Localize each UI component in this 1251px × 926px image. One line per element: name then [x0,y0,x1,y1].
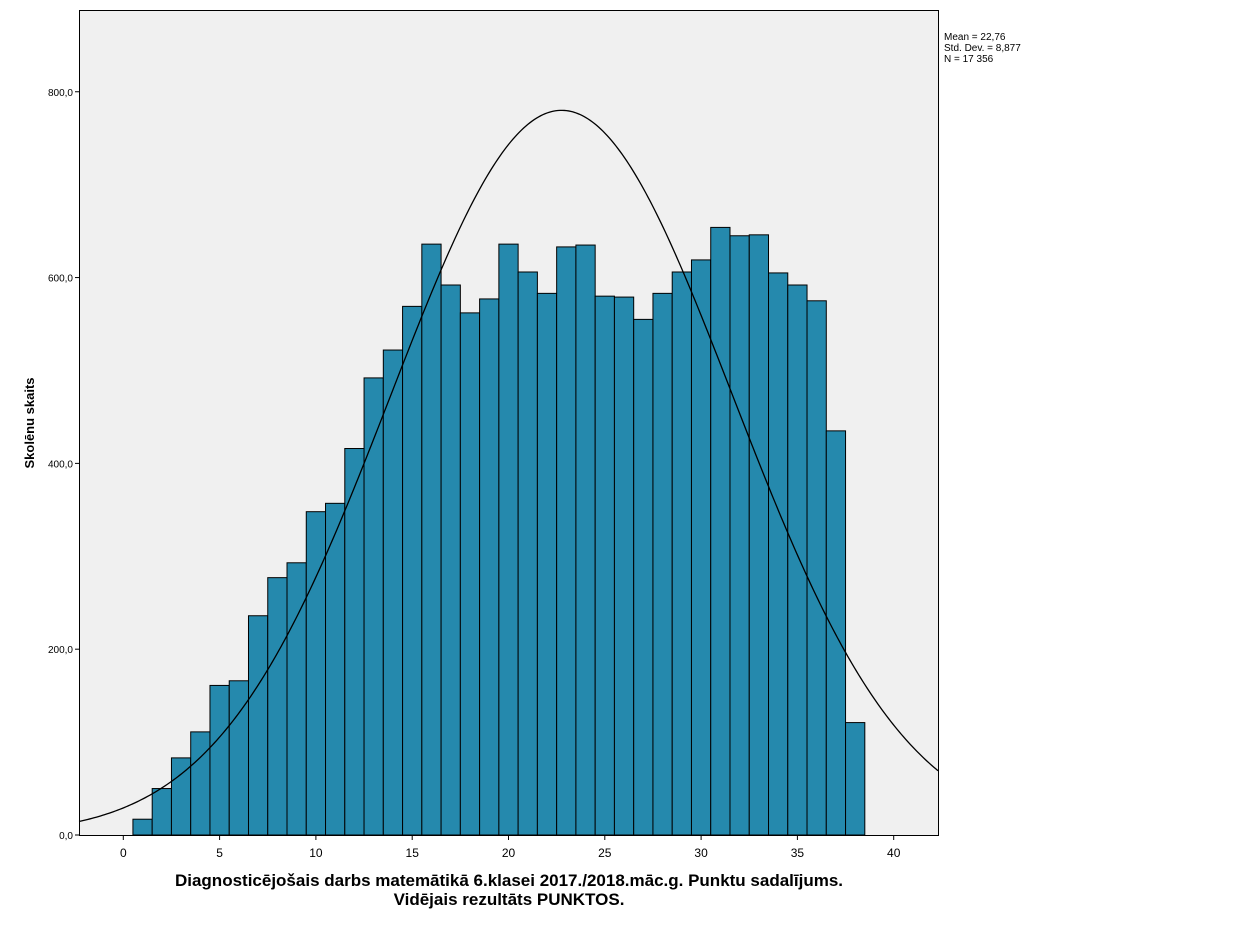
histogram-bar [652,292,673,836]
histogram-bar [305,511,327,836]
y-tick-label: 400,0 [48,459,73,470]
histogram-bar [748,234,770,836]
histogram-bar [402,305,423,836]
y-tick-label: 200,0 [48,645,73,656]
x-tick-label: 40 [887,846,901,860]
stat-mean: Mean = 22,76 [944,32,1006,43]
histogram-bar [382,349,404,836]
histogram-bar [247,615,269,836]
y-tick-label: 800,0 [48,88,73,99]
histogram-bar [459,312,481,836]
histogram-bar [729,235,750,836]
histogram-bar [710,226,731,836]
histogram-bar [613,296,635,836]
stat-n: N = 17 356 [944,54,994,65]
y-axis-label: Skolēnu skaits [22,377,37,468]
histogram-bar [806,300,827,836]
histogram-bar [845,722,866,836]
histogram-bar [556,246,577,836]
histogram-bar [344,448,365,836]
histogram-bar [132,818,153,836]
histogram-bar [517,271,538,836]
x-tick-label: 35 [791,846,805,860]
x-tick-label: 10 [309,846,323,860]
histogram-bar [363,377,384,836]
histogram-bar [479,298,500,836]
histogram-bar [768,272,789,836]
histogram-bar [536,292,558,836]
x-tick-label: 30 [694,846,708,860]
stat-std-dev: Std. Dev. = 8,877 [944,43,1021,54]
normal-curve [78,109,939,823]
histogram-bar [825,430,847,836]
histogram-bar [594,295,615,836]
x-tick-label: 20 [502,846,516,860]
stats-box: Mean = 22,76 Std. Dev. = 8,877 N = 17 35… [944,32,1021,65]
histogram-bar [421,243,442,836]
y-tick-label: 600,0 [48,274,73,285]
histogram-bar [151,788,172,836]
y-axis: 0,0 200,0 400,0 600,0 800,0 [48,88,79,842]
x-axis: 0 5 10 15 20 25 30 35 40 [120,835,901,860]
histogram-bar [325,502,346,836]
bars-group [132,226,866,836]
histogram-bar [267,577,288,836]
histogram-bar [690,259,712,836]
y-tick-label: 0,0 [59,831,73,842]
histogram-bar [190,731,211,836]
x-axis-label-line2: Vidējais rezultāts PUNKTOS. [394,890,625,909]
histogram-bar [633,318,654,836]
histogram-bar [575,244,596,836]
x-tick-label: 5 [216,846,223,860]
x-tick-label: 25 [598,846,612,860]
x-axis-label-line1: Diagnosticējošais darbs matemātikā 6.kla… [175,871,843,890]
histogram-bar [209,684,230,836]
histogram-bar [498,243,519,836]
histogram-bar [671,271,692,836]
x-tick-label: 15 [406,846,420,860]
histogram-bar [787,284,808,836]
x-tick-label: 0 [120,846,127,860]
histogram-bar [440,284,461,836]
